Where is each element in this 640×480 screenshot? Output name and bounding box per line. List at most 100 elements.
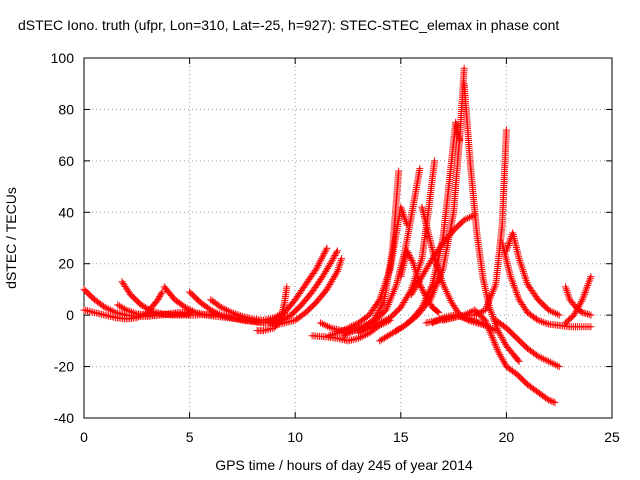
data-point [155, 294, 163, 302]
grid [84, 58, 612, 418]
data-point [429, 290, 437, 298]
data-point [156, 291, 164, 299]
data-point [509, 280, 517, 288]
data-point [518, 264, 526, 272]
data-point [378, 290, 386, 298]
data-point [362, 326, 370, 334]
data-point [430, 318, 438, 326]
data-point [381, 316, 389, 324]
data-point [472, 310, 480, 318]
data-point [337, 256, 345, 264]
data-series [355, 157, 439, 337]
data-point [318, 255, 326, 263]
data-point [513, 290, 521, 298]
data-point [507, 273, 515, 281]
data-point [329, 255, 337, 263]
data-point [313, 263, 321, 271]
data-point [333, 329, 341, 337]
data-point [217, 303, 225, 311]
data-point [563, 287, 571, 295]
data-point [515, 255, 523, 263]
data-series [439, 126, 510, 324]
data-point [481, 321, 489, 329]
data-point [469, 212, 477, 220]
data-point [428, 292, 436, 300]
data-point [508, 276, 516, 284]
data-point [383, 276, 391, 284]
data-point [476, 309, 484, 317]
data-point [224, 307, 232, 315]
data-point [320, 249, 328, 257]
data-point [539, 355, 547, 363]
data-series [562, 273, 595, 327]
data-point [376, 296, 384, 304]
data-point [512, 289, 520, 297]
data-point [105, 305, 113, 313]
data-point [490, 339, 498, 347]
data-point [487, 330, 495, 338]
data-point [367, 323, 375, 331]
data-point [552, 309, 560, 317]
data-point [553, 310, 561, 318]
data-point [314, 261, 322, 269]
data-point [491, 340, 499, 348]
data-point [156, 293, 164, 301]
data-point [377, 318, 385, 326]
data-point [409, 258, 417, 266]
data-point [315, 260, 323, 268]
data-point [346, 323, 354, 331]
data-point [335, 328, 343, 336]
data-point [584, 310, 592, 318]
data-point [564, 290, 572, 298]
data-point [437, 315, 445, 323]
data-point [545, 396, 553, 404]
x-tick-label: 15 [393, 429, 409, 445]
data-point [355, 329, 363, 337]
data-point [587, 323, 595, 331]
data-point [181, 303, 189, 311]
data-point [504, 241, 512, 249]
data-point [435, 309, 443, 317]
data-point [369, 322, 377, 330]
data-point [464, 214, 472, 222]
data-point [332, 250, 340, 258]
data-point [417, 256, 425, 264]
data-series [460, 80, 523, 365]
data-point [493, 344, 501, 352]
data-point [534, 316, 542, 324]
data-point [489, 312, 497, 320]
data-point [534, 352, 542, 360]
data-point [553, 362, 561, 370]
data-point [340, 326, 348, 334]
data-point [226, 308, 234, 316]
data-point [580, 292, 588, 300]
chart-title: dSTEC Iono. truth (ufpr, Lon=310, Lat=-2… [18, 17, 559, 33]
data-point [460, 216, 468, 224]
data-point [406, 252, 414, 260]
data-point [581, 289, 589, 297]
data-point [538, 354, 546, 362]
data-point [207, 306, 215, 314]
data-point [546, 358, 554, 366]
data-point [516, 258, 524, 266]
x-tick-label: 0 [80, 429, 88, 445]
data-point [439, 280, 447, 288]
data-point [548, 359, 556, 367]
data-point [403, 247, 411, 255]
data-point [578, 296, 586, 304]
data-point [538, 318, 546, 326]
data-point [478, 308, 486, 316]
data-point [440, 282, 448, 290]
data-point [503, 245, 511, 253]
data-point [320, 321, 328, 329]
plot-border [83, 57, 613, 419]
data-point [431, 157, 439, 165]
data-point [382, 278, 390, 286]
data-point [230, 309, 238, 317]
data-point [536, 317, 544, 325]
data-point [342, 331, 350, 339]
data-point [425, 287, 433, 295]
data-point [328, 256, 336, 264]
data-point [565, 294, 573, 302]
data-point [323, 244, 331, 252]
